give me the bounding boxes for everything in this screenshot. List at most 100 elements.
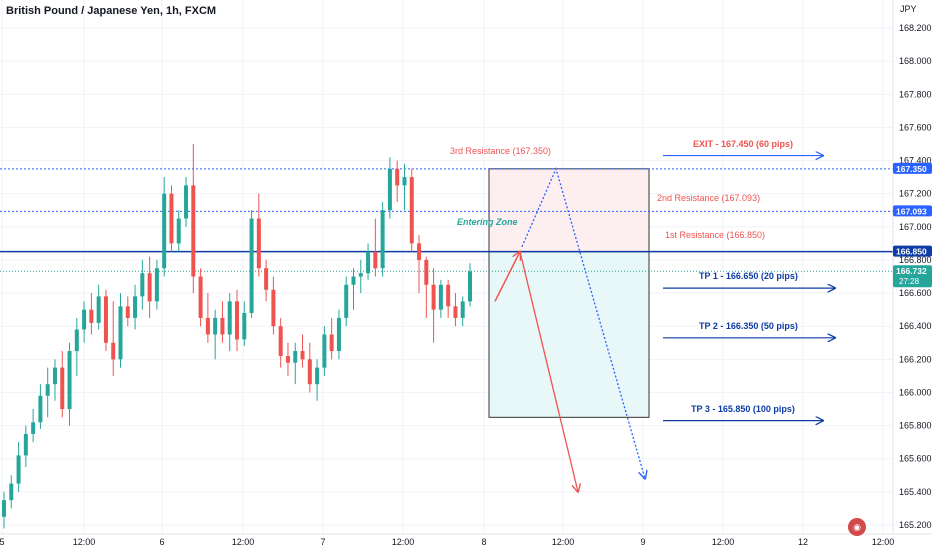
candle-body [191,185,196,277]
resistance-1-price-badge-bg [893,245,932,257]
candle-body [431,284,436,310]
tp3-label: TP 3 - 165.850 (100 pips) [691,404,795,414]
target-zone-box [488,251,650,418]
currency-unit-label: JPY [900,4,917,14]
candle-body [125,306,130,318]
candle-body [23,433,28,456]
candle-body [52,367,57,385]
candle-body [402,177,407,186]
time-tick-label: 9 [640,537,645,547]
candle-body [300,351,305,360]
time-tick-label: 7 [320,537,325,547]
time-tick-label: 6 [159,537,164,547]
candle-body [424,259,429,285]
price-tick-label: 166.000 [899,387,932,397]
symbol-title[interactable]: British Pound / Japanese Yen, 1h, FXCM [6,5,217,17]
price-tick-label: 167.800 [899,89,932,99]
candle-body [438,284,443,310]
candle-body [278,326,283,357]
price-tick-label: 166.800 [899,255,932,265]
candle-body [82,309,87,330]
time-tick-label: 12:00 [73,537,96,547]
candle-body [169,193,174,244]
candle-body [409,177,414,244]
tp2-label: TP 2 - 166.350 (50 pips) [699,321,798,331]
candle-body [118,306,123,360]
candle-body [271,289,276,327]
price-tick-label: 167.600 [899,122,932,132]
candle-body [395,168,400,186]
candle-body [460,301,465,318]
price-tick-label: 165.200 [899,520,932,530]
exit-label: EXIT - 167.450 (60 pips) [693,139,793,149]
candle-body [176,218,181,244]
price-tick-label: 168.200 [899,23,932,33]
candle-body [373,251,378,269]
r1-label: 1st Resistance (166.850) [665,230,765,240]
red-entry-arrow [494,252,520,302]
price-tick-label: 165.600 [899,454,932,464]
r3-label: 3rd Resistance (167.350) [450,146,551,156]
candle-body [147,273,152,302]
candle-body [38,395,43,423]
time-axis[interactable]: 5 12:00 6 12:00 7 12:00 8 12:00 9 12:00 12 12:00 [0,533,932,547]
price-tick-label: 167.200 [899,189,932,199]
candle-body [264,268,269,290]
candle-body [315,367,320,385]
candle-body [344,284,349,318]
time-tick-label: 12 [798,537,808,547]
time-tick-label: 12:00 [232,537,255,547]
candle-body [380,210,385,269]
current-price-badge: 166.732 [896,266,927,276]
candle-body [256,218,261,269]
tradingview-logo-icon[interactable]: ◉ [848,518,866,536]
price-tick-label: 168.000 [899,56,932,66]
price-tick-label: 165.400 [899,487,932,497]
price-tick-label: 166.600 [899,288,932,298]
candle-body [60,367,65,410]
candle-body [133,296,138,318]
candle-body [9,483,14,501]
price-tick-label: 166.400 [899,321,932,331]
candle-body [366,251,371,274]
price-tick-label: 167.000 [899,222,932,232]
resistance-3-price-badge: 167.350 [896,164,927,174]
candle-body [2,500,6,517]
candle-body [213,317,218,335]
candle-body [329,334,334,352]
resistance-2-price-badge-bg [893,205,932,217]
candle-body [67,351,72,410]
price-tick-label: 167.400 [899,156,932,166]
time-tick-label: 12:00 [872,537,895,547]
price-tick-label: 166.200 [899,354,932,364]
candle-body [227,301,232,335]
candle-body [307,359,312,385]
candle-body [45,384,50,396]
candle-body [242,312,247,340]
candle-body [220,317,225,335]
trade-zones [488,168,650,418]
candle-body [358,273,363,277]
candle-body [417,243,422,260]
candle-body [103,296,108,343]
time-tick-label: 12:00 [552,537,575,547]
candle-body [235,301,239,340]
time-tick-label: 8 [481,537,486,547]
price-axis[interactable]: 168.200 168.000 167.800 167.600 167.400 167.2… [892,0,932,534]
price-tick-label: 165.800 [899,421,932,431]
candle-body [285,356,290,363]
blue-projection-arrow [521,166,645,479]
candle-body [322,334,327,368]
candle-body [468,271,472,302]
entering_zone-label: Entering Zone [457,217,518,227]
current-price-badge-bg [893,265,932,288]
candle-body [140,273,145,297]
grid-lines [0,0,893,534]
candle-body [336,317,341,352]
resistance-3-price-badge-bg [893,162,932,174]
annotation-labels: 3rd Resistance (167.350) 2nd Resistance (… [450,139,798,414]
candle-body [205,317,210,335]
candle-body [387,168,392,211]
candle-body [162,193,167,269]
